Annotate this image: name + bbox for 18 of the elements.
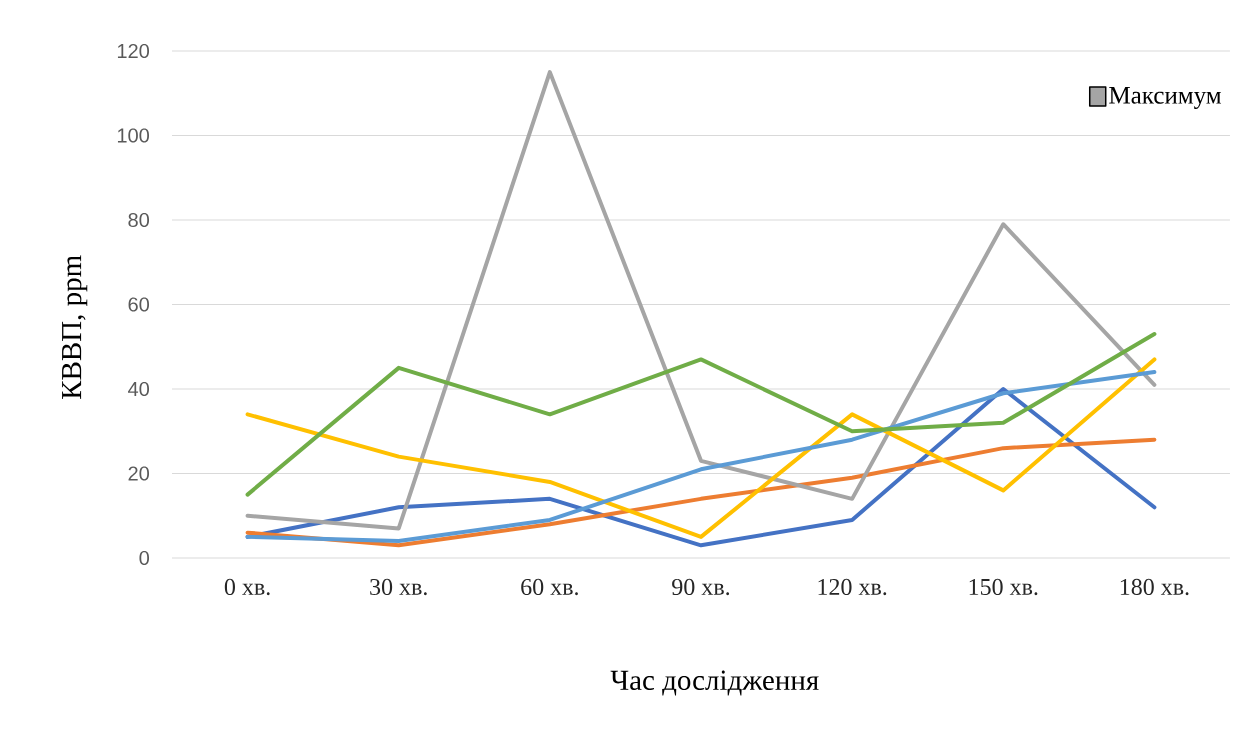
y-tick-label: 100 (117, 128, 150, 143)
x-tick-label: 60 хв. (521, 578, 578, 596)
x-axis-title: Час дослідження (610, 670, 819, 696)
y-tick-label: 80 (128, 212, 150, 228)
y-tick-label: 40 (128, 381, 150, 397)
x-tick-label: 30 хв. (370, 578, 427, 596)
y-tick-label: 60 (128, 297, 150, 312)
x-tick-label: 0 хв. (224, 578, 270, 596)
x-tick-label: 180 хв. (1120, 578, 1189, 596)
x-tick-label: 150 хв. (969, 578, 1038, 596)
y-tick-label: 20 (128, 466, 150, 481)
x-tick-label: 90 хв. (672, 578, 730, 596)
legend-label: Максимум (1109, 87, 1222, 109)
y-tick-label: 120 (117, 43, 150, 59)
y-axis-title: КВВП, ppm (62, 255, 88, 399)
x-tick-label: 120 хв. (818, 578, 887, 596)
y-tick-label: 0 (139, 550, 150, 566)
line-series (245, 332, 1157, 497)
